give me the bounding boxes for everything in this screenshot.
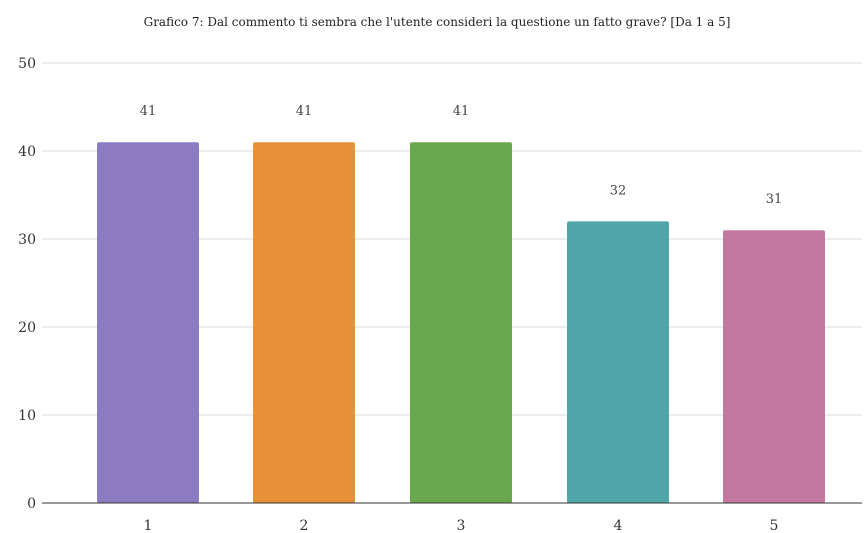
x-tick-label-4: 4 <box>614 518 623 533</box>
x-tick-label-3: 3 <box>457 518 466 533</box>
y-tick-label: 20 <box>18 320 36 336</box>
y-tick-label: 10 <box>18 408 36 424</box>
y-tick-label: 0 <box>27 496 36 512</box>
bar-1 <box>97 142 199 503</box>
x-axis-ticks: 1 2 3 4 5 <box>144 518 779 533</box>
data-label-5: 31 <box>766 192 783 207</box>
chart-title: Grafico 7: Dal commento ti sembra che l'… <box>144 15 731 29</box>
data-labels: 41 41 41 32 31 <box>140 104 783 207</box>
x-tick-label-1: 1 <box>144 518 153 533</box>
bar-4 <box>567 221 669 503</box>
data-label-4: 32 <box>610 183 627 198</box>
data-label-3: 41 <box>453 104 470 119</box>
bar-5 <box>723 230 825 503</box>
bars <box>97 142 825 503</box>
y-tick-label: 30 <box>18 232 36 248</box>
data-label-1: 41 <box>140 104 157 119</box>
y-tick-label: 40 <box>18 144 36 160</box>
bar-3 <box>410 142 512 503</box>
x-tick-label-2: 2 <box>300 518 309 533</box>
y-axis-ticks: 0 10 20 30 40 50 <box>18 56 36 512</box>
data-label-2: 41 <box>296 104 313 119</box>
y-tick-label: 50 <box>18 56 36 72</box>
bar-2 <box>253 142 355 503</box>
x-tick-label-5: 5 <box>770 518 779 533</box>
